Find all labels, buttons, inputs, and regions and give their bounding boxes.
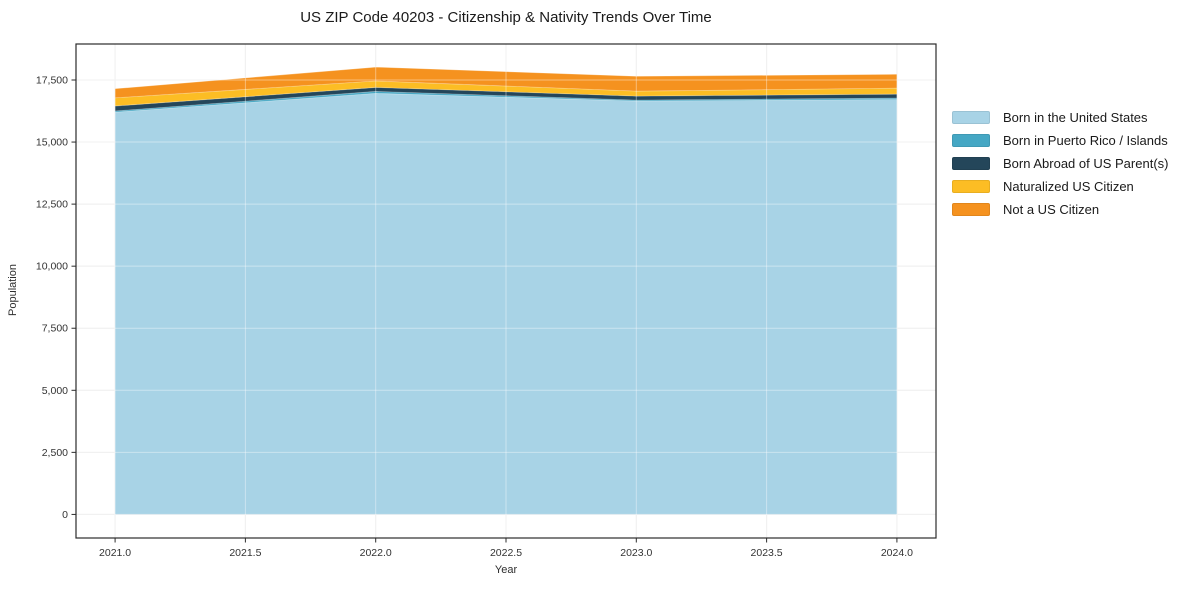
y-tick-label: 0 bbox=[62, 509, 68, 521]
area-born-in-the-united-states bbox=[115, 93, 897, 515]
legend-swatch bbox=[952, 111, 990, 124]
y-tick-label: 15,000 bbox=[36, 137, 68, 149]
y-tick-label: 10,000 bbox=[36, 261, 68, 273]
legend-swatch bbox=[952, 203, 990, 216]
area-naturalized-us-citizen bbox=[115, 80, 897, 107]
legend-swatch bbox=[952, 180, 990, 193]
legend-item-3: Naturalized US Citizen bbox=[952, 175, 1168, 198]
y-tick-label: 17,500 bbox=[36, 74, 68, 86]
band-boundary bbox=[115, 87, 897, 107]
legend-item-1: Born in Puerto Rico / Islands bbox=[952, 129, 1168, 152]
x-tick-label: 2021.0 bbox=[99, 547, 131, 559]
legend-label: Not a US Citizen bbox=[1003, 202, 1100, 217]
area-born-in-puerto-rico-islands bbox=[115, 91, 897, 113]
x-tick-label: 2024.0 bbox=[881, 547, 913, 559]
y-tick-label: 2,500 bbox=[42, 447, 68, 459]
area-born-abroad-of-us-parent-s- bbox=[115, 87, 897, 112]
legend-item-2: Born Abroad of US Parent(s) bbox=[952, 152, 1168, 175]
band-boundary bbox=[115, 80, 897, 99]
y-tick-label: 12,500 bbox=[36, 199, 68, 211]
legend: Born in the United States Born in Puerto … bbox=[952, 106, 1168, 221]
x-tick-label: 2022.5 bbox=[490, 547, 522, 559]
legend-swatch bbox=[952, 157, 990, 170]
legend-item-4: Not a US Citizen bbox=[952, 198, 1168, 221]
band-boundary bbox=[115, 92, 897, 113]
legend-label: Born Abroad of US Parent(s) bbox=[1003, 156, 1169, 171]
chart-title: US ZIP Code 40203 - Citizenship & Nativi… bbox=[300, 9, 712, 26]
legend-label: Born in Puerto Rico / Islands bbox=[1003, 133, 1168, 148]
area-not-a-us-citizen bbox=[115, 67, 897, 98]
x-tick-label: 2022.0 bbox=[360, 547, 392, 559]
band-boundary bbox=[115, 66, 897, 90]
x-tick-label: 2023.0 bbox=[620, 547, 652, 559]
legend-item-0: Born in the United States bbox=[952, 106, 1168, 129]
x-tick-label: 2023.5 bbox=[751, 547, 783, 559]
x-tick-label: 2021.5 bbox=[229, 547, 261, 559]
x-axis-title: Year bbox=[494, 564, 518, 576]
y-tick-label: 7,500 bbox=[42, 323, 68, 335]
legend-label: Born in the United States bbox=[1003, 110, 1148, 125]
legend-label: Naturalized US Citizen bbox=[1003, 179, 1134, 194]
band-boundary bbox=[115, 91, 897, 112]
legend-swatch bbox=[952, 134, 990, 147]
y-tick-label: 5,000 bbox=[42, 385, 68, 397]
